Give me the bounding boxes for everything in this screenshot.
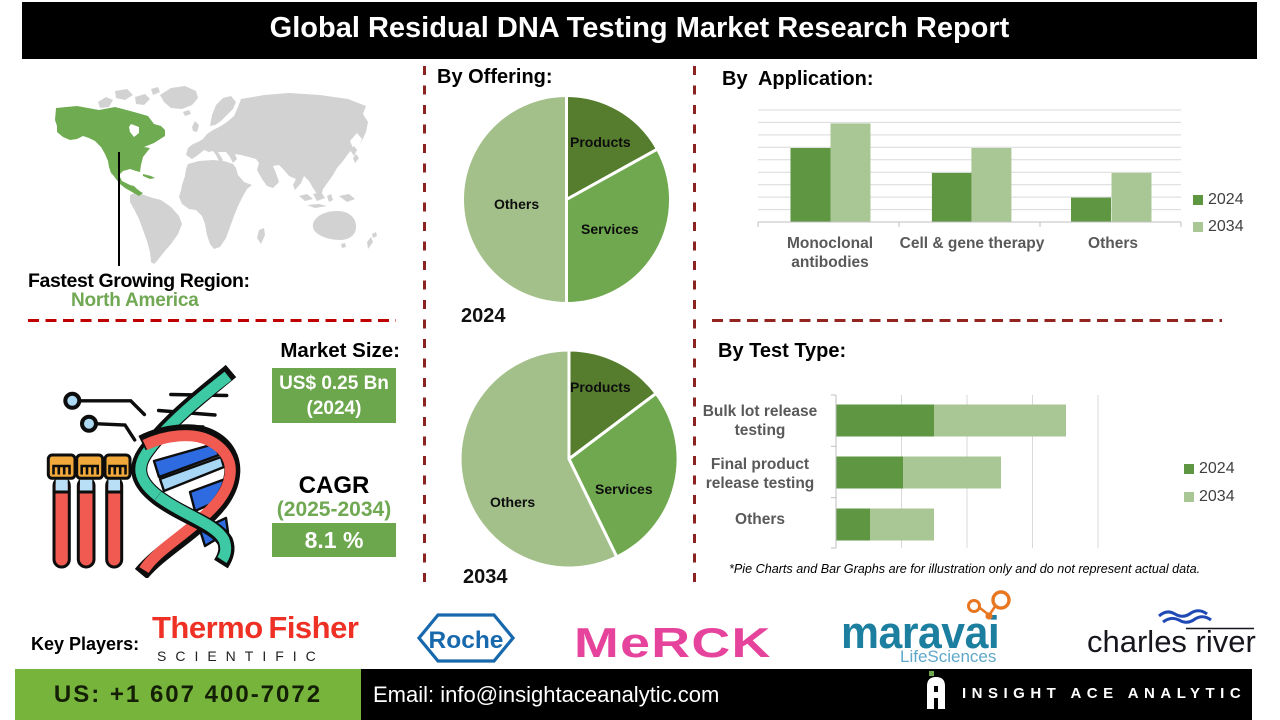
svg-text:Roche: Roche: [429, 627, 504, 654]
